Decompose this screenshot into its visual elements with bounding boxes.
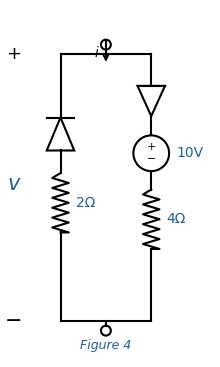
Text: +: + [147, 142, 156, 152]
Text: −: − [5, 311, 22, 331]
Text: v: v [7, 174, 20, 193]
Text: Figure 4: Figure 4 [80, 339, 132, 352]
Text: −: − [147, 154, 156, 164]
Text: 2Ω: 2Ω [76, 196, 95, 210]
Text: 4Ω: 4Ω [166, 212, 186, 226]
Text: 10V: 10V [176, 146, 203, 160]
Text: i: i [94, 46, 98, 60]
Text: +: + [6, 45, 21, 63]
